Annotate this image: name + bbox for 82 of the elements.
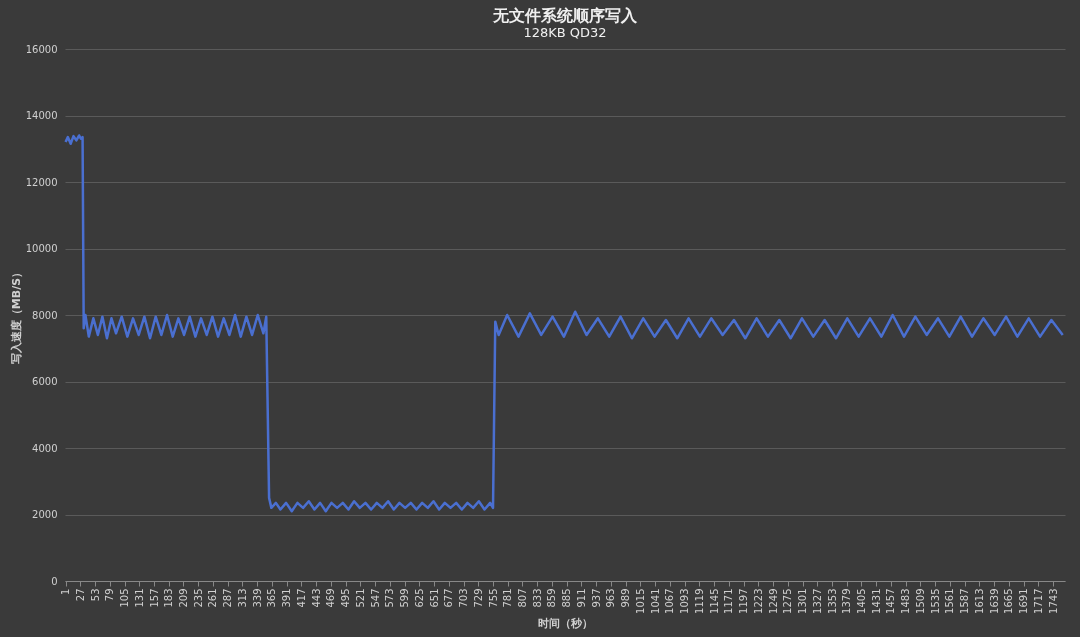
x-tick-label: 1457 <box>885 588 897 614</box>
x-tick-label: 937 <box>590 588 602 608</box>
x-tick-label: 1 <box>60 588 72 595</box>
x-tick-label: 1145 <box>708 588 720 614</box>
y-tick-label: 4000 <box>32 442 58 454</box>
chart-title: 无文件系统顺序写入 <box>492 6 638 25</box>
y-tick-label: 16000 <box>25 43 58 55</box>
x-tick-label: 1301 <box>797 588 809 614</box>
x-tick-label: 1327 <box>811 588 823 614</box>
x-tick-label: 1613 <box>973 588 985 614</box>
y-tick-label: 6000 <box>32 376 58 387</box>
y-tick-label: 8000 <box>32 309 58 321</box>
x-tick-label: 703 <box>458 588 470 608</box>
x-tick-label: 651 <box>428 588 440 608</box>
x-tick-label: 807 <box>516 588 528 608</box>
x-tick-label: 339 <box>251 588 263 608</box>
x-tick-label: 105 <box>119 588 131 608</box>
x-tick-label: 1509 <box>914 588 926 614</box>
x-tick-label: 1587 <box>959 588 971 614</box>
x-axis-title: 时间（秒） <box>538 616 593 630</box>
x-tick-label: 469 <box>325 588 337 608</box>
x-tick-label: 1535 <box>929 588 941 614</box>
x-tick-label: 261 <box>207 588 219 608</box>
y-axis-title: 写入速度（MB/S） <box>9 266 23 365</box>
x-tick-label: 885 <box>561 588 573 608</box>
x-tick-label: 391 <box>281 588 293 608</box>
y-tick-label: 2000 <box>32 509 58 520</box>
x-tick-label: 365 <box>266 588 278 608</box>
line-series <box>64 134 1064 513</box>
x-tick-label: 1431 <box>870 588 882 614</box>
chart-subtitle: 128KB QD32 <box>523 25 607 40</box>
x-tick-label: 287 <box>222 588 234 608</box>
x-tick-label: 53 <box>89 588 101 602</box>
y-tick-label: 14000 <box>25 110 58 121</box>
x-tick-label: 1249 <box>767 588 779 614</box>
x-tick-label: 677 <box>443 588 455 608</box>
x-tick-label: 1717 <box>1032 588 1044 614</box>
x-tick-label: 1067 <box>664 588 676 614</box>
x-tick-label: 1743 <box>1047 588 1059 614</box>
y-tick-label: 0 <box>51 575 58 587</box>
x-tick-label: 1041 <box>649 588 661 614</box>
x-tick-label: 599 <box>399 588 411 608</box>
x-tick-label: 833 <box>531 588 543 608</box>
x-tick-label: 1353 <box>826 588 838 614</box>
x-tick-label: 989 <box>620 588 632 608</box>
x-tick-label: 911 <box>575 588 587 608</box>
x-tick-label: 521 <box>354 588 366 608</box>
x-tick-label: 313 <box>236 588 248 608</box>
x-tick-label: 1379 <box>841 588 853 614</box>
x-tick-label: 859 <box>546 588 558 608</box>
x-tick-label: 209 <box>177 588 189 608</box>
x-tick-label: 1275 <box>782 588 794 614</box>
x-tick-label: 1639 <box>988 588 1000 614</box>
x-tick-label: 131 <box>133 588 145 608</box>
x-tick-label: 443 <box>310 588 322 608</box>
x-tick-label: 1223 <box>752 588 764 614</box>
x-tick-label: 781 <box>502 588 514 608</box>
x-tick-label: 417 <box>295 588 307 608</box>
x-tick-label: 547 <box>369 588 381 608</box>
x-tick-label: 1691 <box>1018 588 1030 614</box>
x-tick-label: 1561 <box>944 588 956 614</box>
y-tick-label: 12000 <box>25 176 58 188</box>
x-tick-label: 27 <box>74 588 86 602</box>
x-tick-label: 1197 <box>738 588 750 614</box>
x-tick-label: 755 <box>487 588 499 608</box>
x-tick-label: 573 <box>384 588 396 608</box>
x-tick-label: 235 <box>192 588 204 608</box>
x-tick-label: 1483 <box>900 588 912 614</box>
x-tick-label: 1171 <box>723 588 735 614</box>
x-tick-label: 1093 <box>679 588 691 614</box>
y-tick-label: 10000 <box>25 243 58 254</box>
x-tick-label: 1015 <box>634 588 646 614</box>
x-tick-label: 1405 <box>855 588 867 614</box>
x-tick-label: 625 <box>413 588 425 608</box>
x-tick-label: 183 <box>163 588 175 608</box>
x-tick-label: 157 <box>148 588 160 608</box>
x-tick-label: 79 <box>104 588 116 602</box>
x-tick-label: 1665 <box>1003 588 1015 614</box>
x-tick-label: 495 <box>340 588 352 608</box>
x-tick-label: 729 <box>472 588 484 608</box>
x-tick-label: 963 <box>605 588 617 608</box>
x-tick-label: 1119 <box>693 588 705 614</box>
